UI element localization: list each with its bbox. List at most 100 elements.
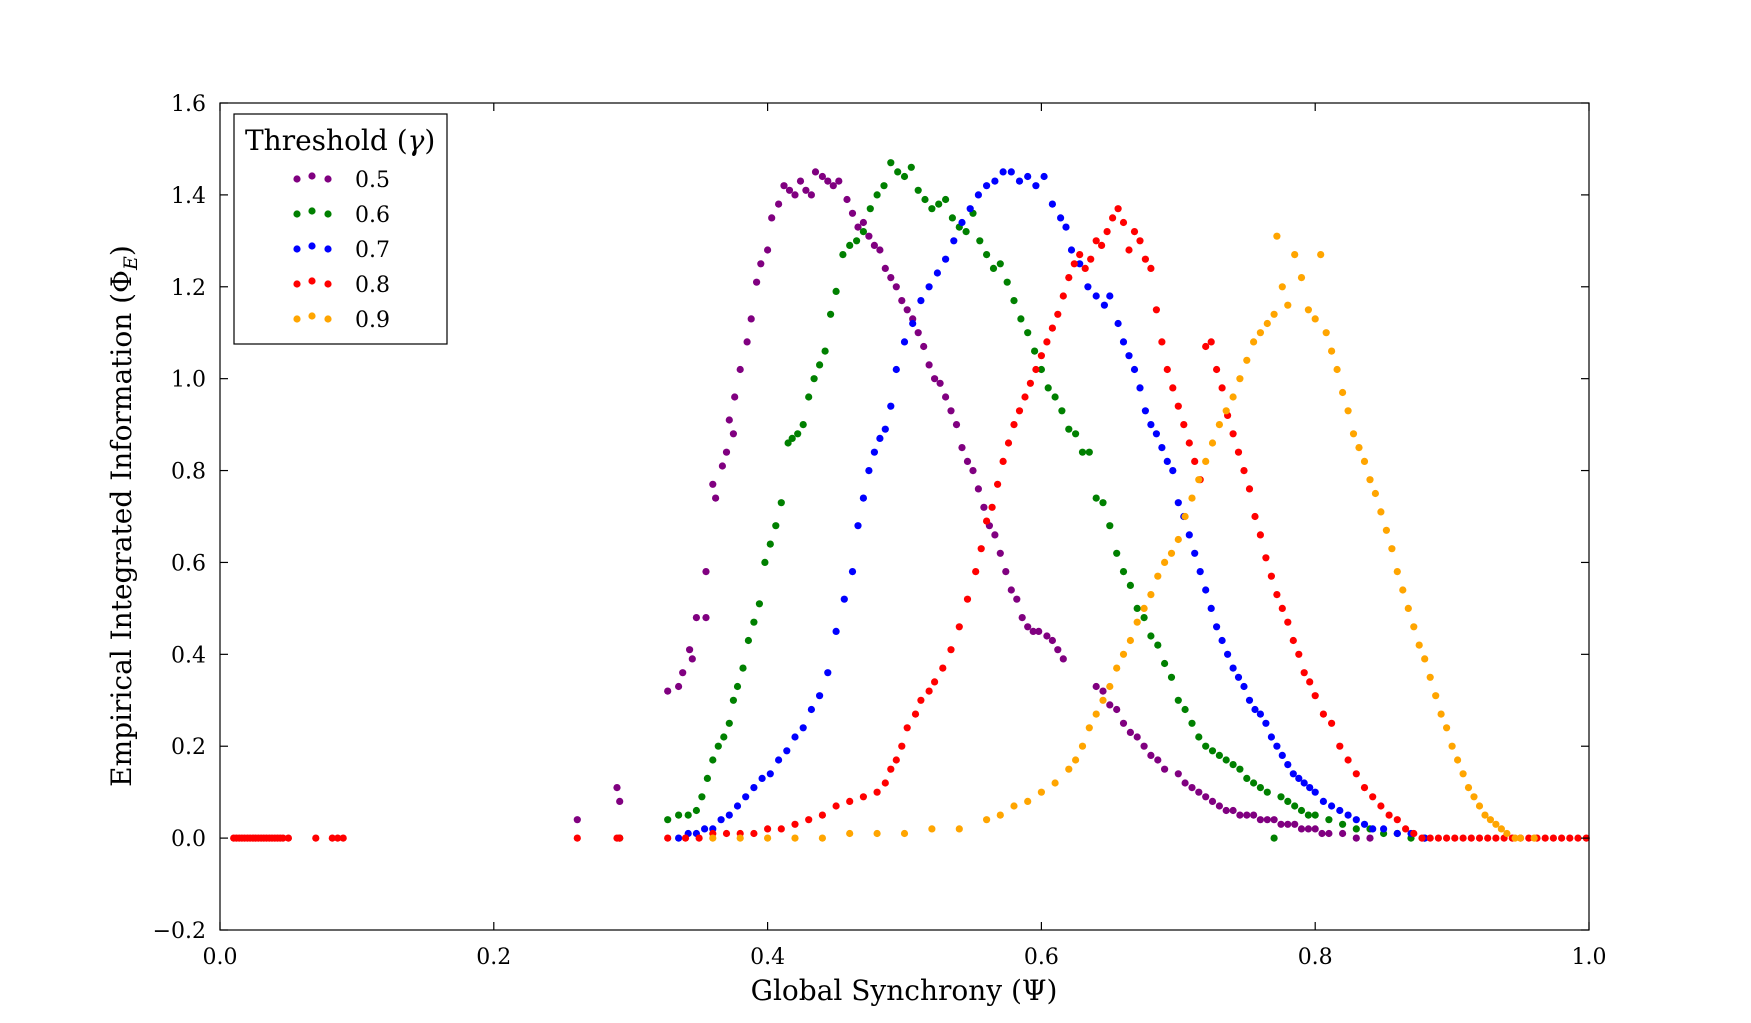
data-point [1306, 784, 1314, 792]
data-point [1196, 568, 1204, 576]
data-point [1213, 365, 1221, 374]
legend-box [233, 113, 448, 345]
data-point [962, 228, 970, 236]
y-tick-label: 1.0 [171, 368, 206, 393]
data-point [1360, 457, 1369, 465]
data-point [1304, 825, 1312, 833]
data-point [1140, 742, 1148, 750]
data-point [718, 462, 727, 470]
data-point [1497, 825, 1505, 833]
data-point [1511, 834, 1519, 842]
data-point [1278, 751, 1286, 760]
data-point [764, 834, 772, 842]
y-axis-title-end: ) [105, 245, 138, 256]
data-point [1377, 508, 1385, 516]
data-point [684, 811, 692, 819]
data-point [1297, 274, 1306, 282]
data-point [999, 457, 1007, 465]
data-point [832, 287, 840, 295]
data-point [966, 205, 974, 213]
data-point [1273, 742, 1281, 750]
data-point [1202, 793, 1210, 801]
legend-label: 0.9 [355, 308, 390, 333]
data-point [1207, 338, 1215, 346]
data-point [854, 223, 862, 231]
data-point [1141, 255, 1149, 263]
y-tick-label: 0.8 [171, 460, 206, 485]
data-point [880, 182, 888, 190]
data-point [1161, 659, 1169, 668]
data-point [1207, 604, 1215, 613]
data-point [1188, 494, 1196, 502]
data-point [1284, 761, 1292, 769]
data-point [1251, 512, 1259, 521]
data-point [1339, 388, 1347, 397]
data-point [747, 315, 755, 323]
data-point [733, 682, 742, 691]
legend-entry: 0.5 [293, 168, 390, 193]
data-point [1100, 301, 1108, 309]
data-point [1054, 646, 1062, 654]
data-point [903, 306, 911, 314]
data-point [334, 834, 342, 842]
data-point [848, 209, 857, 217]
data-point [1319, 797, 1327, 806]
data-point [1021, 393, 1029, 401]
data-point [328, 834, 336, 842]
data-point [1158, 444, 1166, 452]
data-point [1251, 705, 1259, 714]
data-point [876, 434, 884, 442]
data-point [675, 811, 683, 819]
data-point [1202, 342, 1210, 351]
data-point [1103, 228, 1111, 236]
legend-label: 0.8 [355, 273, 390, 298]
data-point [339, 834, 347, 842]
data-point [1243, 774, 1251, 783]
data-point [1525, 834, 1533, 842]
data-point [1208, 747, 1217, 755]
data-point [1215, 421, 1223, 429]
data-point [859, 793, 868, 801]
x-tick-label: 0.2 [476, 945, 511, 970]
data-point [698, 793, 706, 801]
data-point [688, 655, 696, 663]
data-point [1369, 793, 1377, 801]
data-point [942, 255, 950, 263]
data-point [1218, 636, 1226, 645]
data-point [846, 797, 854, 806]
data-point [936, 379, 944, 387]
data-point [1574, 834, 1582, 842]
data-point [1250, 338, 1258, 346]
data-point [1284, 820, 1292, 828]
data-point [1393, 816, 1401, 824]
data-point [1434, 834, 1442, 842]
data-point [1125, 352, 1133, 360]
data-point [976, 237, 984, 245]
data-point [722, 448, 731, 456]
data-point [832, 627, 840, 636]
data-point [702, 614, 710, 622]
data-point [958, 444, 966, 452]
data-point [1044, 384, 1052, 392]
legend-marker [324, 245, 332, 253]
data-point [777, 499, 785, 507]
data-point [1267, 572, 1275, 580]
data-point [873, 191, 881, 199]
data-point [1130, 228, 1139, 236]
data-point [1245, 696, 1254, 704]
data-point [1380, 825, 1388, 833]
data-point [1188, 784, 1196, 792]
data-point [1448, 742, 1456, 750]
data-point [983, 816, 991, 824]
data-point [1147, 264, 1155, 272]
data-point [1273, 591, 1281, 599]
data-point [921, 195, 929, 204]
data-point [1010, 297, 1018, 305]
data-point [1336, 806, 1344, 815]
legend-label: 0.6 [355, 203, 390, 228]
data-point [876, 246, 884, 254]
data-point [1278, 283, 1286, 291]
data-point [1084, 283, 1092, 291]
data-point [664, 816, 672, 824]
data-point [974, 485, 983, 493]
